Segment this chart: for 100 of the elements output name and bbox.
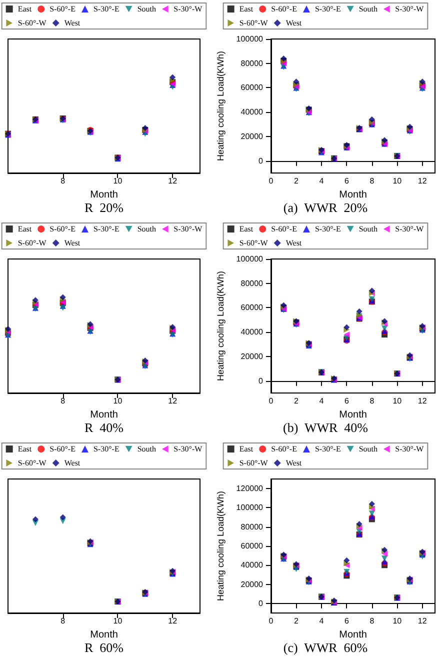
x-tick-label: 6 [344,616,350,626]
x-tick-label: 8 [60,396,66,406]
legend-label: S-60°-W [18,18,47,28]
legend-label: S-60°-E [271,224,298,234]
x-axis-title: Month [90,629,118,640]
y-tick-label: 80000 [240,58,264,68]
y-tick-label: 60000 [240,542,264,550]
x-tick-label: 2 [294,176,300,186]
y-tick-label: 60000 [240,83,264,92]
y-tick-label: 100000 [236,34,264,44]
y-tick-label: 40000 [240,328,264,337]
legend-label: South [137,224,156,234]
legend-label: S-30°-E [314,444,341,454]
legend-label: S-60°-E [50,224,76,234]
legend-label: South [358,444,378,454]
legend-label: S-60°-E [271,444,298,454]
x-tick-label: 10 [392,616,402,626]
legend-label: S-60°-E [271,4,298,14]
legend-label: South [358,224,378,234]
text: R 20% [84,200,124,215]
y-tick-label: 120000 [236,484,264,494]
x-axis-title: Month [90,409,118,420]
y-tick-label: 60000 [240,303,264,312]
legend-label: South [137,444,156,454]
text: R 40% [84,420,124,435]
legend-label: S-30°-E [93,444,120,454]
x-tick-label: 8 [370,616,375,626]
x-axis-title: Month [90,189,118,200]
x-tick-label: 0 [268,396,274,406]
x-tick-label: 4 [319,176,324,186]
x-axis-title: Month [339,629,367,640]
text: (a) WWR 20% [283,200,368,215]
x-axis-title: Month [339,409,367,420]
legend-label: S-60°-W [239,458,268,468]
legend-label: West [64,238,81,248]
legend-label: S-30°-E [93,224,120,234]
x-tick-label: 8 [60,616,66,626]
legend-label: S-30°-W [395,4,424,14]
y-axis-title: Heating cooling Load(KWh) [216,490,226,602]
x-tick-label: 12 [418,396,428,406]
y-tick-label: 100000 [236,503,264,512]
legend-label: S-30°-W [174,224,203,234]
y-tick-label: 0 [258,156,264,166]
x-tick-label: 10 [113,176,123,186]
legend-label: S-60°-W [18,238,47,248]
legend-label: South [358,4,378,14]
legend-label: South [137,4,156,14]
y-tick-label: 0 [258,376,264,386]
legend-label: West [286,238,302,248]
x-tick-label: 12 [168,616,178,626]
y-tick-label: 20000 [240,352,264,361]
legend-label: S-30°-E [314,224,341,234]
y-tick-label: 100000 [236,254,264,264]
x-tick-label: 4 [319,396,324,406]
legend-label: S-60°-E [50,444,76,454]
y-tick-label: 80000 [240,278,264,288]
legend-label: East [239,444,254,454]
legend-label: S-60°-W [18,458,47,468]
x-tick-label: 10 [392,396,402,406]
x-tick-label: 10 [113,616,123,626]
x-tick-label: 12 [418,176,428,186]
x-tick-label: 10 [113,396,123,406]
legend-label: West [64,18,81,28]
x-tick-label: 8 [370,176,375,186]
y-axis-title: Heating cooling Load(KWh) [216,50,226,162]
legend-label: S-30°-W [174,444,203,454]
x-tick-label: 12 [168,176,178,186]
y-tick-label: 0 [258,598,264,608]
text: R 60% [84,640,124,655]
text: (c) WWR 60% [283,640,368,655]
y-tick-label: 40000 [240,108,264,117]
x-tick-label: 12 [418,616,428,626]
text: (b) WWR 40% [283,420,368,435]
y-tick-label: 80000 [240,522,264,532]
x-tick-label: 4 [319,616,324,626]
legend-label: S-30°-W [174,4,203,14]
x-tick-label: 8 [60,176,66,186]
legend-label: East [239,4,254,14]
legend-label: West [286,458,302,468]
legend-label: S-30°-W [395,224,424,234]
legend-label: East [18,4,32,14]
y-tick-label: 20000 [240,580,264,589]
x-tick-label: 2 [294,396,300,406]
x-tick-label: 2 [294,616,300,626]
legend-label: S-30°-E [314,4,341,14]
y-tick-label: 40000 [240,560,264,570]
x-tick-label: 8 [370,396,375,406]
legend-label: East [18,444,32,454]
y-tick-label: 20000 [240,132,264,141]
legend-label: West [64,458,81,468]
legend-label: S-30°-W [395,444,424,454]
x-tick-label: 12 [168,396,178,406]
x-tick-label: 6 [344,176,350,186]
x-tick-label: 0 [268,176,274,186]
legend-label: East [18,224,32,234]
legend-label: S-60°-W [239,18,268,28]
x-tick-label: 10 [392,176,402,186]
legend-label: West [286,18,302,28]
x-tick-label: 0 [268,616,274,626]
y-axis-title: Heating cooling Load(KWh) [216,270,226,382]
